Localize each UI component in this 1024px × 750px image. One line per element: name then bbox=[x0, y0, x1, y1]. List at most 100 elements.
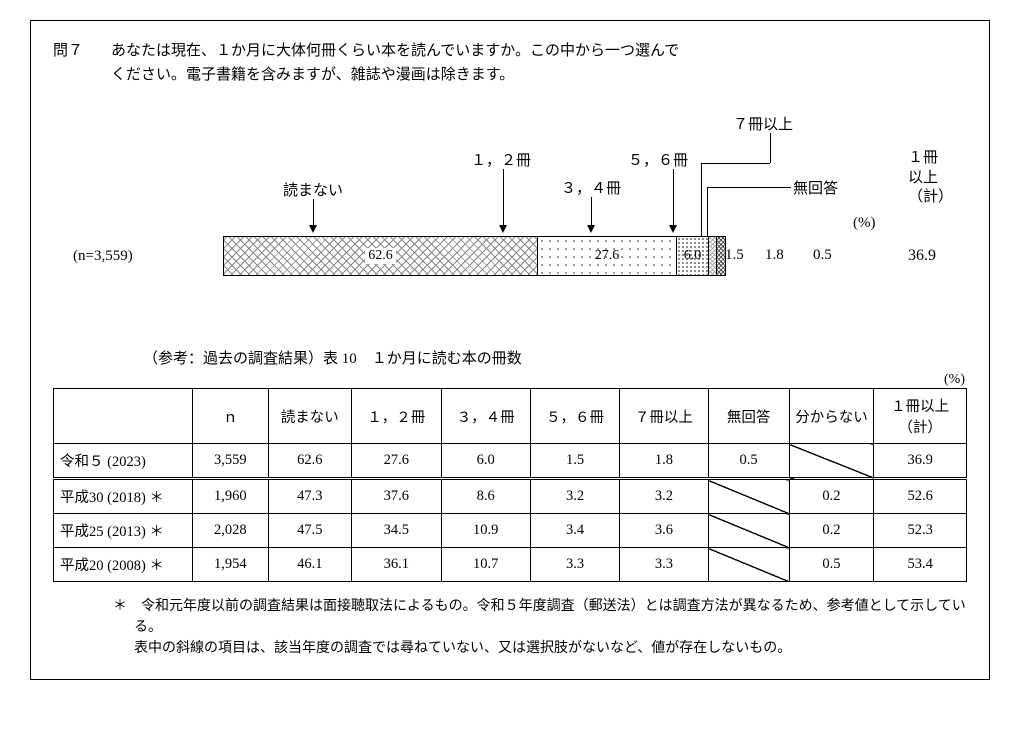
row-label-cell: 平成25 (2013) ＊ bbox=[54, 514, 193, 548]
side-total-value: 36.9 bbox=[908, 247, 936, 265]
arrow-line bbox=[313, 199, 314, 227]
table-cell: 3,559 bbox=[193, 444, 268, 479]
arrow-head-icon bbox=[309, 225, 317, 233]
table-header-cell: ３，４冊 bbox=[441, 389, 530, 444]
arrow-line bbox=[591, 197, 592, 227]
table-cell: 3.2 bbox=[620, 479, 708, 514]
question-line1: あなたは現在、１か月に大体何冊くらい本を読んでいますか。この中から一つ選んで bbox=[111, 43, 679, 59]
callout-7plus: ７冊以上 bbox=[733, 113, 793, 134]
leader-line bbox=[701, 163, 770, 164]
table-header-cell: ｎ bbox=[193, 389, 268, 444]
table-cell: 53.4 bbox=[874, 548, 967, 582]
overflow-value: 1.8 bbox=[765, 247, 784, 264]
bar-segment: 62.6 bbox=[224, 237, 537, 275]
table-header-cell: 読まない bbox=[268, 389, 352, 444]
table-cell: 34.5 bbox=[352, 514, 441, 548]
footnote-line1: 令和元年度以前の調査結果は面接聴取法によるもの。令和５年度調査（郵送法）とは調査… bbox=[134, 599, 966, 635]
table-cell: 10.9 bbox=[441, 514, 530, 548]
overflow-value: 1.5 bbox=[725, 247, 744, 264]
table-cell: 0.5 bbox=[708, 444, 789, 479]
question-text: あなたは現在、１か月に大体何冊くらい本を読んでいますか。この中から一つ選んで く… bbox=[111, 39, 967, 87]
table-cell: 1,954 bbox=[193, 548, 268, 582]
side-column-header: １冊 以上 （計） bbox=[908, 149, 953, 208]
table-cell: 8.6 bbox=[441, 479, 530, 514]
footnote-mark: ＊ bbox=[113, 599, 127, 614]
bar-segment bbox=[708, 237, 716, 275]
segment-value: 27.6 bbox=[595, 248, 620, 264]
table-unit: (%) bbox=[53, 372, 965, 388]
bar-row: (n=3,559) 62.6 27.6 6.0 bbox=[53, 237, 726, 275]
leader-line bbox=[707, 187, 708, 237]
footnote-line2: 表中の斜線の項目は、該当年度の調査では尋ねていない、又は選択肢がないなど、値が存… bbox=[134, 641, 791, 656]
row-label-cell: 平成20 (2008) ＊ bbox=[54, 548, 193, 582]
table-cell bbox=[708, 514, 789, 548]
table-cell: 37.6 bbox=[352, 479, 441, 514]
table-header-cell: 分からない bbox=[789, 389, 874, 444]
row-label-cell: 令和５ (2023) bbox=[54, 444, 193, 479]
table-title: （参考：過去の調査結果）表 10 １か月に読む本の冊数 bbox=[143, 347, 967, 368]
table-cell: 2,028 bbox=[193, 514, 268, 548]
table-cell: 6.0 bbox=[441, 444, 530, 479]
table-row: 平成20 (2008) ＊1,95446.136.110.73.33.30.55… bbox=[54, 548, 967, 582]
arrow-line bbox=[673, 169, 674, 227]
footnote: ＊ 令和元年度以前の調査結果は面接聴取法によるもの。令和５年度調査（郵送法）とは… bbox=[113, 596, 967, 659]
arrow-head-icon bbox=[587, 225, 595, 233]
callout-yomanai: 読まない bbox=[283, 179, 343, 200]
bar-segment bbox=[716, 237, 725, 275]
question-block: 問７ あなたは現在、１か月に大体何冊くらい本を読んでいますか。この中から一つ選ん… bbox=[53, 39, 967, 87]
segment-value: 62.6 bbox=[365, 248, 396, 264]
table-cell bbox=[708, 548, 789, 582]
n-label: (n=3,559) bbox=[53, 248, 223, 265]
segment-value: 6.0 bbox=[684, 248, 702, 264]
table-row: 平成25 (2013) ＊2,02847.534.510.93.43.60.25… bbox=[54, 514, 967, 548]
callout-56: ５，６冊 bbox=[628, 149, 688, 170]
table-cell: 27.6 bbox=[352, 444, 441, 479]
table-cell: 0.2 bbox=[789, 479, 874, 514]
table-cell: 46.1 bbox=[268, 548, 352, 582]
table-header-cell: ７冊以上 bbox=[620, 389, 708, 444]
percent-unit: (%) bbox=[853, 215, 876, 232]
table-cell: 1.5 bbox=[530, 444, 619, 479]
table-cell: 10.7 bbox=[441, 548, 530, 582]
table-cell: 0.2 bbox=[789, 514, 874, 548]
table-cell: 52.6 bbox=[874, 479, 967, 514]
side-l2: 以上 bbox=[908, 169, 953, 189]
table-cell: 36.9 bbox=[874, 444, 967, 479]
table-header-cell: 無回答 bbox=[708, 389, 789, 444]
table-header-cell: １，２冊 bbox=[352, 389, 441, 444]
leader-line bbox=[701, 163, 702, 237]
past-results-table: ｎ読まない１，２冊３，４冊５，６冊７冊以上無回答分からない１冊以上（計） 令和５… bbox=[53, 388, 967, 582]
table-cell: 3.6 bbox=[620, 514, 708, 548]
stacked-bar: 62.6 27.6 6.0 bbox=[223, 236, 726, 276]
callout-12: １，２冊 bbox=[471, 149, 531, 170]
table-header-cell: ５，６冊 bbox=[530, 389, 619, 444]
table-header-cell bbox=[54, 389, 193, 444]
question-number: 問７ bbox=[53, 39, 111, 87]
table-header-row: ｎ読まない１，２冊３，４冊５，６冊７冊以上無回答分からない１冊以上（計） bbox=[54, 389, 967, 444]
table-cell: 3.2 bbox=[530, 479, 619, 514]
table-cell: 1.8 bbox=[620, 444, 708, 479]
table-cell: 36.1 bbox=[352, 548, 441, 582]
callout-34: ３，４冊 bbox=[561, 177, 621, 198]
question-line2: ください。電子書籍を含みますが、雑誌や漫画は除きます。 bbox=[111, 67, 514, 83]
bar-chart: １冊 以上 （計） (%) 36.9 読まない １，２冊 ３，４冊 ５，６冊 ７… bbox=[53, 97, 967, 317]
leader-line bbox=[707, 187, 791, 188]
arrow-head-icon bbox=[669, 225, 677, 233]
side-l3: （計） bbox=[908, 188, 953, 208]
overflow-value: 0.5 bbox=[813, 247, 832, 264]
table-cell: 3.4 bbox=[530, 514, 619, 548]
callout-mukaito: 無回答 bbox=[793, 177, 838, 198]
document-frame: 問７ あなたは現在、１か月に大体何冊くらい本を読んでいますか。この中から一つ選ん… bbox=[30, 20, 990, 680]
table-cell: 47.5 bbox=[268, 514, 352, 548]
side-l1: １冊 bbox=[908, 149, 953, 169]
table-row: 平成30 (2018) ＊1,96047.337.68.63.23.20.252… bbox=[54, 479, 967, 514]
arrow-head-icon bbox=[499, 225, 507, 233]
bar-segment: 27.6 bbox=[537, 237, 676, 275]
table-cell bbox=[708, 479, 789, 514]
row-label-cell: 平成30 (2018) ＊ bbox=[54, 479, 193, 514]
table-cell: 3.3 bbox=[620, 548, 708, 582]
table-cell: 47.3 bbox=[268, 479, 352, 514]
table-cell bbox=[789, 444, 874, 479]
leader-line bbox=[770, 133, 771, 163]
bar-segment: 6.0 bbox=[676, 237, 708, 275]
